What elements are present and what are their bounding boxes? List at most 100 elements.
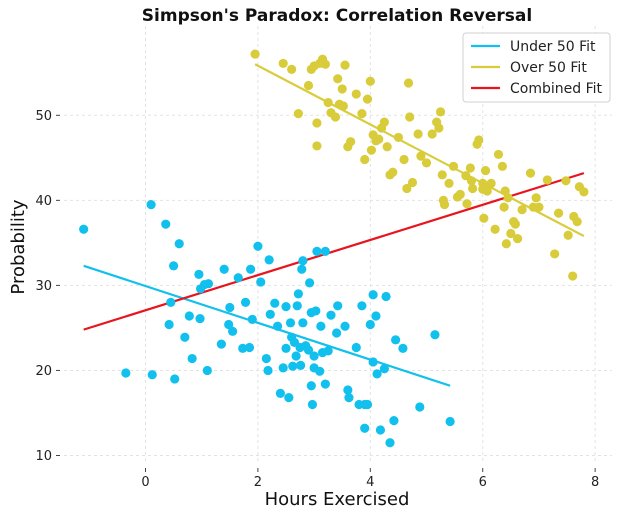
point-over-50 (572, 217, 582, 227)
point-under-50 (343, 385, 353, 395)
point-under-50 (278, 363, 288, 373)
point-under-50 (202, 365, 212, 376)
point-over-50 (357, 109, 367, 119)
point-over-50 (480, 165, 491, 176)
point-under-50 (233, 273, 243, 283)
point-under-50 (415, 402, 425, 412)
point-under-50 (161, 219, 171, 229)
point-under-50 (203, 279, 214, 289)
point-over-50 (333, 74, 343, 84)
point-under-50 (316, 321, 326, 331)
point-under-50 (398, 343, 408, 353)
point-over-50 (448, 161, 459, 171)
point-over-50 (465, 163, 475, 173)
point-under-50 (228, 326, 238, 336)
point-over-50 (490, 224, 500, 234)
point-over-50 (542, 175, 552, 185)
point-over-50 (407, 177, 418, 188)
point-over-50 (468, 183, 478, 194)
point-over-50 (506, 228, 516, 239)
point-over-50 (312, 141, 322, 151)
y-tick-label: 20 (35, 364, 52, 379)
point-under-50 (246, 264, 256, 274)
point-over-50 (250, 49, 260, 59)
point-under-50 (298, 256, 308, 266)
point-under-50 (184, 311, 194, 321)
point-over-50 (474, 135, 484, 145)
y-tick-label: 40 (35, 194, 52, 209)
point-over-50 (403, 78, 414, 88)
legend: Under 50 Fit Over 50 Fit Combined Fit (462, 32, 611, 103)
chart-title: Simpson's Paradox: Correlation Reversal (142, 6, 532, 26)
point-under-50 (170, 374, 180, 384)
point-over-50 (278, 58, 288, 69)
point-under-50 (265, 309, 275, 319)
y-ticks: 10 20 30 40 50 (35, 109, 60, 464)
point-over-50 (466, 176, 477, 186)
point-over-50 (510, 219, 520, 229)
point-over-50 (561, 176, 571, 186)
point-over-50 (416, 151, 426, 161)
point-over-50 (287, 64, 297, 74)
point-under-50 (351, 342, 361, 353)
point-under-50 (147, 370, 157, 380)
point-over-50 (501, 239, 511, 249)
point-over-50 (427, 129, 437, 139)
point-under-50 (333, 301, 343, 311)
point-over-50 (462, 199, 472, 209)
point-over-50 (434, 123, 444, 133)
x-tick-label: 4 (366, 475, 374, 490)
point-over-50 (393, 132, 404, 143)
point-over-50 (512, 234, 523, 244)
point-under-50 (298, 318, 308, 328)
point-under-50 (121, 368, 131, 378)
point-under-50 (270, 298, 280, 308)
point-under-50 (292, 301, 302, 311)
point-over-50 (360, 154, 370, 165)
point-under-50 (381, 291, 391, 302)
point-under-50 (253, 241, 263, 251)
legend-label-combined-fit: Combined Fit (510, 81, 603, 97)
point-under-50 (293, 289, 303, 299)
y-tick-label: 50 (35, 109, 52, 124)
x-tick-label: 8 (591, 475, 599, 490)
point-under-50 (240, 297, 251, 308)
point-under-50 (385, 438, 395, 448)
point-over-50 (379, 117, 389, 127)
point-under-50 (264, 255, 274, 265)
point-over-50 (503, 193, 513, 203)
point-under-50 (216, 339, 226, 349)
point-under-50 (285, 318, 296, 328)
point-under-50 (194, 269, 204, 279)
point-over-50 (362, 94, 373, 104)
point-over-50 (493, 149, 504, 160)
point-under-50 (303, 345, 314, 355)
point-under-50 (146, 200, 156, 210)
x-tick-label: 0 (141, 475, 149, 490)
point-over-50 (330, 112, 341, 122)
point-over-50 (435, 107, 446, 117)
point-under-50 (340, 321, 350, 331)
point-over-50 (486, 178, 496, 188)
point-under-50 (238, 343, 248, 353)
point-under-50 (368, 357, 378, 367)
point-over-50 (399, 154, 409, 165)
point-under-50 (281, 343, 291, 353)
point-under-50 (244, 342, 255, 353)
point-over-50 (388, 167, 398, 177)
x-tick-label: 6 (479, 475, 487, 490)
point-over-50 (554, 208, 564, 218)
point-under-50 (445, 416, 455, 427)
y-tick-label: 10 (35, 449, 52, 464)
legend-box (462, 32, 611, 103)
point-under-50 (326, 310, 336, 320)
point-over-50 (351, 89, 361, 99)
x-ticks: 0 2 4 6 8 (141, 468, 599, 490)
point-under-50 (256, 277, 266, 287)
point-under-50 (389, 416, 399, 426)
point-over-50 (337, 84, 347, 94)
point-under-50 (187, 353, 197, 364)
point-over-50 (497, 161, 507, 171)
point-over-50 (346, 137, 356, 147)
